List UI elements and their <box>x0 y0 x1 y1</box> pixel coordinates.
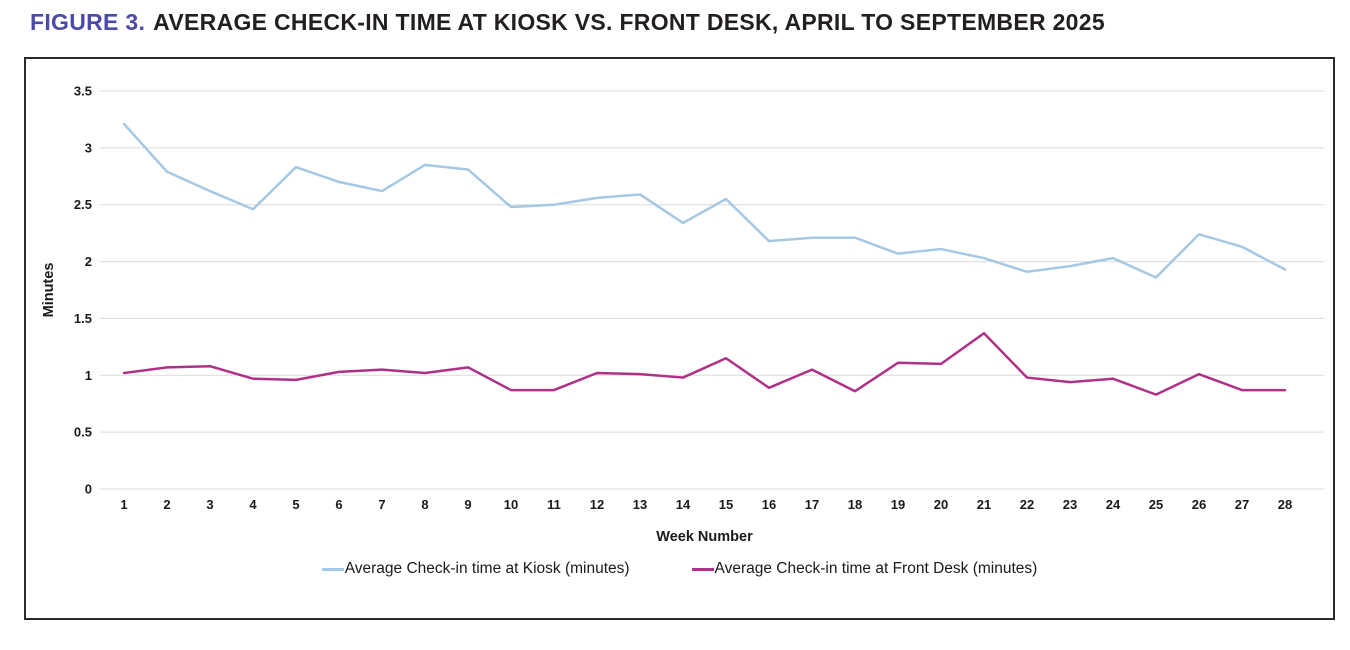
x-tick-label: 5 <box>292 497 299 512</box>
y-tick-label: 3.5 <box>74 84 92 99</box>
figure-number-label: FIGURE 3. <box>30 9 146 35</box>
x-tick-label: 9 <box>464 497 471 512</box>
figure-title-text: AVERAGE CHECK-IN TIME AT KIOSK VS. FRONT… <box>153 9 1105 35</box>
y-tick-label: 3 <box>85 140 92 155</box>
x-tick-label: 19 <box>891 497 905 512</box>
legend-label-front-desk: Average Check-in time at Front Desk (min… <box>714 560 1038 577</box>
x-tick-label: 2 <box>163 497 170 512</box>
y-tick-label: 0.5 <box>74 425 92 440</box>
x-tick-label: 16 <box>762 497 776 512</box>
x-tick-label: 7 <box>378 497 385 512</box>
x-tick-label: 25 <box>1149 497 1163 512</box>
x-tick-label: 8 <box>421 497 428 512</box>
x-tick-label: 13 <box>633 497 647 512</box>
legend-dash-kiosk <box>321 567 344 571</box>
y-axis-title: Minutes <box>41 263 57 318</box>
chart-legend: Average Check-in time at Kiosk (minutes)… <box>26 560 1333 578</box>
chart-container: 0 0.5 1 1.5 2 2.5 3 3.5 1 2 3 4 5 6 7 8 9 10 11 12 13 14 15 16 1… <box>24 57 1335 620</box>
x-tick-label: 26 <box>1192 497 1206 512</box>
x-tick-label: 12 <box>590 497 604 512</box>
legend-item-front-desk: Average Check-in time at Front Desk (min… <box>691 560 1038 578</box>
series-line-kiosk <box>122 122 1287 279</box>
legend-label-kiosk: Average Check-in time at Kiosk (minutes) <box>344 560 630 577</box>
x-tick-label: 18 <box>848 497 862 512</box>
y-tick-label: 1.5 <box>74 311 92 326</box>
x-tick-label: 28 <box>1278 497 1292 512</box>
legend-dash-front-desk <box>691 567 714 571</box>
x-tick-label: 6 <box>335 497 342 512</box>
x-axis-title: Week Number <box>656 529 753 545</box>
x-tick-label: 27 <box>1235 497 1249 512</box>
x-tick-label: 3 <box>206 497 213 512</box>
x-tick-label: 4 <box>249 497 257 512</box>
x-tick-label: 1 <box>120 497 127 512</box>
x-tick-label: 24 <box>1106 497 1121 512</box>
legend-item-kiosk: Average Check-in time at Kiosk (minutes) <box>321 560 630 578</box>
x-tick-label: 23 <box>1063 497 1077 512</box>
x-tick-label: 20 <box>934 497 948 512</box>
x-tick-label: 11 <box>547 497 561 512</box>
x-tick-label: 22 <box>1020 497 1034 512</box>
line-chart-canvas: 00.511.522.533.51 2 3 4 5 6 7 8 9 10 11 12 13 14 15 16 1… <box>41 84 1324 545</box>
figure-title: FIGURE 3. AVERAGE CHECK-IN TIME AT KIOSK … <box>30 9 1105 36</box>
y-tick-label: 2 <box>85 254 92 269</box>
y-tick-label: 1 <box>85 368 92 383</box>
x-tick-label: 14 <box>676 497 691 512</box>
x-tick-label: 17 <box>805 497 819 512</box>
x-tick-label: 21 <box>977 497 991 512</box>
y-tick-label: 0 <box>85 482 92 497</box>
series-line-front-desk <box>122 331 1287 396</box>
x-tick-label: 10 <box>504 497 518 512</box>
y-tick-label: 2.5 <box>74 197 92 212</box>
x-tick-label: 15 <box>719 497 733 512</box>
